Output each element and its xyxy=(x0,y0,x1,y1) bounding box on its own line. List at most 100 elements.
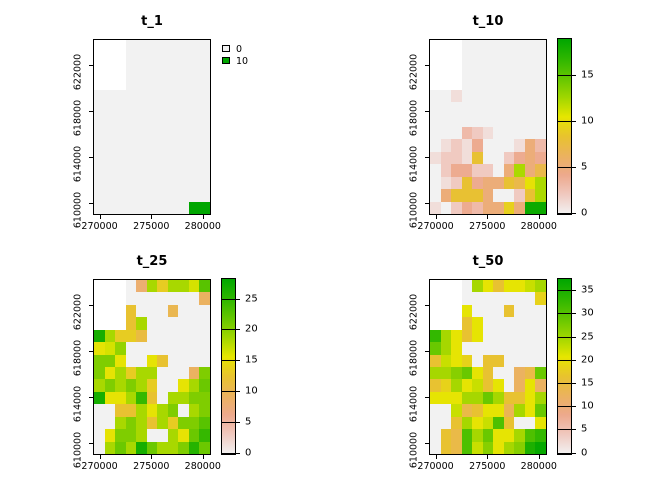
raster-cell xyxy=(503,201,515,214)
raster-cell xyxy=(125,114,137,128)
colorbar xyxy=(221,278,236,455)
raster-cell xyxy=(482,429,494,443)
raster-cell xyxy=(430,367,442,381)
raster-cell xyxy=(146,354,158,368)
y-axis-tick xyxy=(425,396,429,398)
raster-cell xyxy=(125,280,137,294)
raster-cell xyxy=(503,189,515,203)
raster-cell xyxy=(125,176,137,190)
raster-cell xyxy=(535,189,546,203)
plot-box xyxy=(429,279,547,455)
y-axis-label-text: 622000 xyxy=(72,293,84,331)
legend-swatch-10 xyxy=(222,57,230,64)
raster-cell xyxy=(157,151,169,165)
raster-cell xyxy=(503,304,515,318)
raster-cell xyxy=(199,367,210,381)
raster-cell xyxy=(125,354,137,368)
raster-cell xyxy=(199,379,210,393)
raster-cell xyxy=(503,292,515,306)
raster-cell xyxy=(199,127,210,141)
panel-t-1: t_1 270000 275000 280000 610000 614000 618000… xyxy=(0,0,336,240)
raster-cell xyxy=(461,391,473,405)
y-axis-tick xyxy=(425,350,429,352)
raster-cell xyxy=(503,151,515,165)
raster-cell xyxy=(136,367,148,381)
raster-cell xyxy=(94,89,106,103)
raster-cell xyxy=(503,317,515,331)
raster-cell xyxy=(451,201,463,214)
raster-cell xyxy=(157,391,169,405)
raster-cell xyxy=(493,329,505,343)
raster-cell xyxy=(430,52,442,66)
raster-cell xyxy=(514,416,526,430)
raster-cell xyxy=(524,280,537,294)
raster-cell xyxy=(472,379,484,393)
raster-cell xyxy=(503,176,515,190)
raster-cell xyxy=(493,441,505,454)
colorbar-tick xyxy=(557,121,576,123)
raster-cell xyxy=(461,52,473,66)
raster-cell xyxy=(430,151,442,165)
raster-cell xyxy=(125,367,137,381)
raster-cell xyxy=(157,317,169,331)
raster-cell xyxy=(535,89,546,103)
raster-cell xyxy=(493,139,505,153)
raster-cell xyxy=(167,429,179,443)
raster-cell xyxy=(514,367,526,381)
raster-cell xyxy=(115,292,127,306)
raster-cell xyxy=(472,416,484,430)
raster-cell xyxy=(440,292,452,306)
raster-cell xyxy=(125,429,137,443)
raster-cell xyxy=(104,127,116,141)
raster-cell xyxy=(514,64,526,78)
raster-cell xyxy=(440,367,452,381)
raster-cell xyxy=(125,40,137,54)
raster-cell xyxy=(167,416,179,430)
raster-cell xyxy=(440,40,452,54)
raster-cell xyxy=(136,429,148,443)
raster-cell xyxy=(167,89,179,103)
raster-cell xyxy=(125,77,137,91)
y-axis-label-text: 618000 xyxy=(408,339,420,377)
raster-cell xyxy=(493,114,505,128)
raster-cell xyxy=(104,176,116,190)
raster-cell xyxy=(167,367,179,381)
y-axis-tick xyxy=(425,442,429,444)
raster-cell xyxy=(199,189,210,203)
plot-box xyxy=(93,279,211,455)
raster-cell xyxy=(178,52,190,66)
colorbar-tick xyxy=(557,406,576,408)
colorbar-tick-label: 25 xyxy=(581,331,594,343)
raster-cell xyxy=(104,102,116,116)
raster-cell xyxy=(94,64,106,78)
raster-cell xyxy=(199,164,210,178)
raster-cell xyxy=(178,354,190,368)
raster-cell xyxy=(157,354,169,368)
raster-cell xyxy=(199,114,210,128)
raster-cell xyxy=(136,441,148,454)
y-axis-tick xyxy=(425,202,429,204)
raster-cell xyxy=(199,280,210,294)
raster-cell xyxy=(430,89,442,103)
raster-cell xyxy=(472,404,484,418)
raster-cell xyxy=(167,379,179,393)
raster-cell xyxy=(440,114,452,128)
raster-cell xyxy=(451,329,463,343)
raster-cell xyxy=(104,292,116,306)
raster-cell xyxy=(125,102,137,116)
raster-cell xyxy=(146,391,158,405)
raster-cell xyxy=(440,342,452,356)
raster-cell xyxy=(493,367,505,381)
raster-cell xyxy=(146,317,158,331)
raster-cell xyxy=(430,429,442,443)
raster-cell xyxy=(199,292,210,306)
x-axis-label: 280000 xyxy=(520,221,557,232)
raster-cell xyxy=(157,189,169,203)
raster-cell xyxy=(199,416,210,430)
raster-cell xyxy=(461,379,473,393)
raster-cell xyxy=(493,404,505,418)
raster-cell xyxy=(104,151,116,165)
raster-cell xyxy=(461,441,473,454)
raster-cell xyxy=(199,139,210,153)
raster-cell xyxy=(451,151,463,165)
